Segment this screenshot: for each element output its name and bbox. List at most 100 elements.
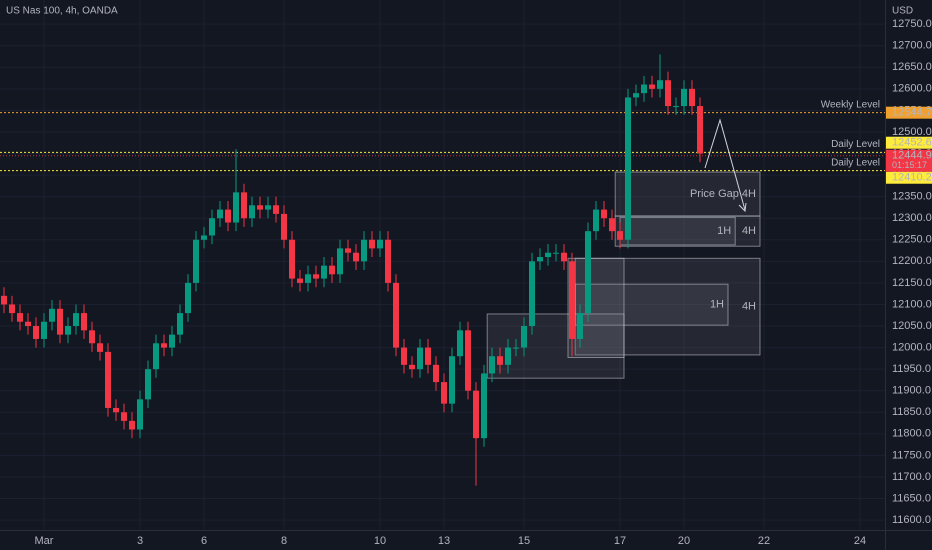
candle-body — [537, 257, 543, 262]
countdown: 01:15:17 — [892, 160, 927, 170]
candle-body — [121, 412, 127, 421]
zone-label: 1H — [710, 299, 724, 311]
candle-body — [185, 282, 191, 314]
candle-body — [481, 373, 487, 439]
candle-body — [217, 209, 223, 219]
candle-body — [425, 347, 431, 365]
candle-body — [137, 399, 143, 430]
candle-body — [153, 343, 159, 370]
candle-body — [609, 218, 615, 232]
y-tick-label: 12600.0 — [892, 83, 932, 95]
candle-body — [89, 330, 95, 344]
levels: Weekly Level Daily Level Daily Level — [0, 99, 885, 172]
arrow-head — [738, 202, 747, 213]
level-label: Daily Level — [831, 157, 880, 168]
y-tick-label: 12100.0 — [892, 298, 932, 310]
candle-body — [649, 84, 655, 89]
level-label: Daily Level — [831, 139, 880, 150]
candle-body — [241, 192, 247, 219]
candle-body — [593, 209, 599, 232]
zone — [486, 313, 625, 379]
x-tick-label: 3 — [137, 535, 143, 547]
candle-body — [545, 252, 551, 258]
candle-body — [401, 347, 407, 365]
y-tick-label: 12650.0 — [892, 61, 932, 73]
candle-body — [561, 252, 567, 262]
zones: Price Gap 4H 4H 1H 4H 1H — [486, 171, 761, 379]
candle-body — [41, 321, 47, 339]
y-tick-label: 12200.0 — [892, 255, 932, 267]
candle-body — [585, 231, 591, 314]
candle-body — [409, 364, 415, 370]
candle-body — [209, 218, 215, 236]
zone — [574, 283, 729, 326]
y-tick-label: 11900.0 — [892, 385, 931, 397]
candle-body — [129, 420, 135, 430]
x-tick-label: 20 — [678, 535, 690, 547]
candle-body — [225, 209, 231, 223]
x-tick-label: 6 — [201, 535, 207, 547]
candle-body — [473, 390, 479, 439]
candle-body — [505, 347, 511, 365]
zone — [619, 216, 736, 246]
candle-body — [433, 364, 439, 383]
candle-body — [57, 308, 63, 335]
level-tag — [886, 106, 932, 119]
candle-body — [393, 282, 399, 348]
candle-body — [97, 343, 103, 352]
candle-body — [385, 239, 391, 283]
y-tick-label: 12500.0 — [892, 126, 932, 138]
zone-label: 4H — [742, 225, 756, 237]
candle-body — [329, 265, 335, 275]
candle-body — [601, 209, 607, 219]
x-tick-label: Mar — [35, 535, 54, 547]
level-label: Weekly Level — [821, 99, 880, 110]
candle-body — [161, 343, 167, 348]
candle-body — [513, 347, 519, 349]
candle-body — [697, 106, 703, 154]
candle-body — [193, 239, 199, 283]
candle-body — [33, 326, 39, 339]
candle-body — [169, 334, 175, 348]
candle-body — [489, 356, 495, 374]
y-tick-label: 11850.0 — [892, 406, 931, 418]
level-tag-label: 12410.2 — [892, 172, 932, 184]
candle-body — [345, 248, 351, 253]
candle-body — [617, 231, 623, 240]
candles — [1, 54, 703, 486]
y-tick-label: 12050.0 — [892, 320, 932, 332]
y-tick-label: 11700.0 — [892, 471, 931, 483]
candle-body — [353, 252, 359, 262]
candle-body — [657, 80, 663, 89]
candle-body — [281, 213, 287, 240]
candle-body — [233, 192, 239, 223]
candle-body — [249, 205, 255, 219]
zone — [574, 257, 761, 356]
candle-body — [641, 84, 647, 94]
level-tag-label: 12452.6 — [892, 137, 932, 149]
y-tick-label: 12750.0 — [892, 18, 932, 30]
x-tick-label: 13 — [438, 535, 450, 547]
last-price-tag — [886, 149, 932, 172]
y-tick-label: 11600.0 — [892, 514, 931, 526]
candle-body — [529, 261, 535, 327]
candle-body — [273, 205, 279, 214]
candle-body — [9, 304, 15, 314]
y-tick-label: 12000.0 — [892, 341, 932, 353]
zone-label: 1H — [717, 225, 731, 237]
candle-body — [633, 93, 639, 98]
y-tick-label: 12350.0 — [892, 191, 932, 203]
candle-body — [569, 261, 575, 339]
candle-body — [177, 313, 183, 335]
candle-body — [689, 88, 695, 107]
x-tick-label: 15 — [518, 535, 530, 547]
zone-label: Price Gap 4H — [690, 188, 756, 200]
level-tag — [886, 171, 932, 184]
candle-body — [25, 321, 31, 327]
candle-body — [145, 369, 151, 400]
zone — [567, 257, 625, 359]
chart-title: US Nas 100, 4h, OANDA — [6, 6, 118, 17]
